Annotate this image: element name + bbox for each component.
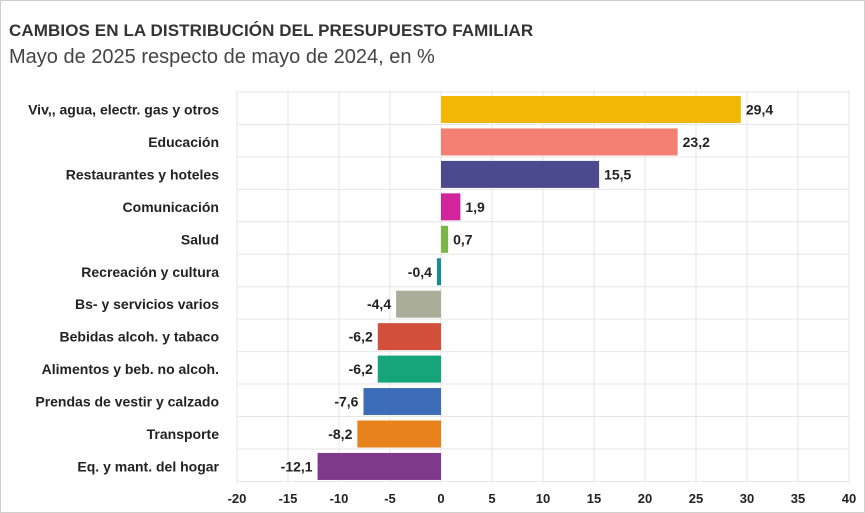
- x-tick-label: 15: [587, 491, 601, 506]
- category-label: Transporte: [147, 426, 220, 442]
- x-tick-label: 5: [488, 491, 495, 506]
- x-tick-label: -5: [384, 491, 396, 506]
- x-tick-label: 35: [791, 491, 805, 506]
- category-label: Viv,, agua, electr. gas y otros: [28, 102, 219, 118]
- bar: [363, 388, 441, 416]
- bar: [441, 193, 461, 221]
- bar: [377, 355, 441, 383]
- category-label: Recreación y cultura: [81, 264, 219, 280]
- x-tick-label: 30: [740, 491, 754, 506]
- x-tick-label: 25: [689, 491, 703, 506]
- value-label: -6,2: [349, 361, 373, 377]
- x-tick-label: -15: [279, 491, 298, 506]
- x-tick-label: -10: [330, 491, 349, 506]
- value-label: -8,2: [328, 426, 352, 442]
- value-label: -12,1: [281, 458, 313, 474]
- bar: [441, 96, 741, 123]
- category-label: Alimentos y beb. no alcoh.: [42, 361, 219, 377]
- category-label: Salud: [181, 231, 219, 247]
- bar: [377, 323, 441, 351]
- value-label: 23,2: [683, 134, 710, 150]
- bar: [441, 128, 678, 156]
- value-label: 29,4: [746, 102, 773, 118]
- x-tick-label: 20: [638, 491, 652, 506]
- category-label: Comunicación: [123, 199, 219, 215]
- bar: [357, 420, 441, 448]
- bar: [441, 160, 600, 188]
- value-label: -7,6: [334, 394, 358, 410]
- bar: [441, 225, 449, 253]
- value-label: 1,9: [465, 199, 485, 215]
- category-label: Bebidas alcoh. y tabaco: [60, 329, 220, 345]
- category-label: Restaurantes y hoteles: [66, 166, 219, 182]
- value-label: -4,4: [367, 296, 391, 312]
- x-tick-label: 40: [842, 491, 856, 506]
- bar: [436, 258, 441, 286]
- category-label: Bs- y servicios varios: [75, 296, 219, 312]
- x-tick-label: -20: [228, 491, 247, 506]
- x-tick-label: 10: [536, 491, 550, 506]
- value-label: -6,2: [349, 329, 373, 345]
- x-tick-label: 0: [437, 491, 444, 506]
- category-label: Prendas de vestir y calzado: [35, 394, 219, 410]
- category-label: Eq. y mant. del hogar: [77, 458, 219, 474]
- value-label: -0,4: [408, 264, 432, 280]
- category-label: Educación: [148, 134, 219, 150]
- bar: [317, 452, 441, 480]
- value-label: 0,7: [453, 231, 473, 247]
- chart-subtitle: Mayo de 2025 respecto de mayo de 2024, e…: [9, 46, 435, 68]
- value-label: 15,5: [604, 166, 631, 182]
- bar: [396, 290, 441, 318]
- chart-title: CAMBIOS EN LA DISTRIBUCIÓN DEL PRESUPUES…: [9, 21, 534, 40]
